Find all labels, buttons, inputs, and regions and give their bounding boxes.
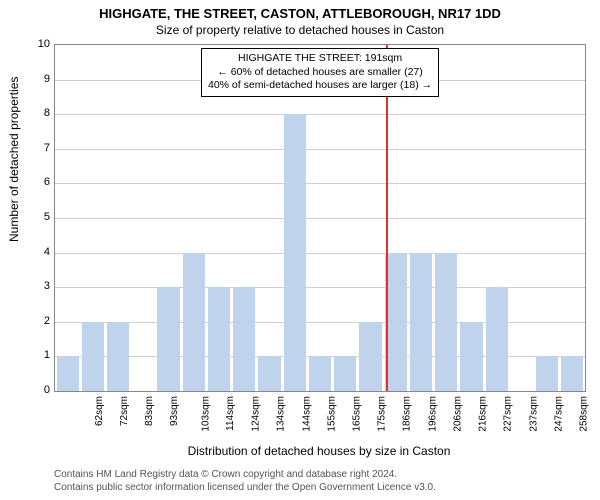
xtick-label: 72sqm	[119, 396, 130, 426]
annotation-line: ← 60% of detached houses are smaller (27…	[208, 66, 432, 80]
chart-container: HIGHGATE, THE STREET, CASTON, ATTLEBOROU…	[0, 0, 600, 500]
xtick-label: 144sqm	[301, 396, 312, 432]
chart-title-main: HIGHGATE, THE STREET, CASTON, ATTLEBOROU…	[0, 0, 600, 21]
xtick-label: 134sqm	[276, 396, 287, 432]
bar	[486, 287, 508, 391]
xtick-label: 206sqm	[453, 396, 464, 432]
xtick-label: 247sqm	[553, 396, 564, 432]
bar	[284, 114, 306, 391]
bar	[460, 322, 482, 391]
xtick-label: 155sqm	[326, 396, 337, 432]
gridline	[55, 183, 585, 184]
ytick-label: 9	[20, 73, 50, 85]
annotation-line: 40% of semi-detached houses are larger (…	[208, 79, 432, 93]
footer-attribution: Contains HM Land Registry data © Crown c…	[54, 468, 436, 494]
xtick-label: 83sqm	[144, 396, 155, 426]
xtick-label: 103sqm	[200, 396, 211, 432]
y-axis-label: Number of detached properties	[7, 222, 21, 242]
ytick-label: 6	[20, 176, 50, 188]
footer-line-1: Contains HM Land Registry data © Crown c…	[54, 468, 436, 481]
footer-line-2: Contains public sector information licen…	[54, 481, 436, 494]
bar	[258, 356, 280, 391]
ytick-label: 2	[20, 315, 50, 327]
bar	[107, 322, 129, 391]
x-axis-label: Distribution of detached houses by size …	[54, 444, 584, 458]
xtick-label: 62sqm	[94, 396, 105, 426]
bar	[157, 287, 179, 391]
xtick-label: 124sqm	[251, 396, 262, 432]
gridline	[55, 114, 585, 115]
ytick-label: 0	[20, 384, 50, 396]
gridline	[55, 149, 585, 150]
xtick-label: 196sqm	[427, 396, 438, 432]
bar	[82, 322, 104, 391]
chart-title-sub: Size of property relative to detached ho…	[0, 21, 600, 37]
ytick-label: 4	[20, 246, 50, 258]
xtick-label: 258sqm	[579, 396, 590, 432]
xtick-label: 216sqm	[478, 396, 489, 432]
bar	[435, 253, 457, 391]
ytick-label: 10	[20, 38, 50, 50]
bar	[334, 356, 356, 391]
bar	[385, 253, 407, 391]
bar	[57, 356, 79, 391]
bar	[233, 287, 255, 391]
bar	[309, 356, 331, 391]
ytick-label: 5	[20, 211, 50, 223]
annotation-line: HIGHGATE THE STREET: 191sqm	[208, 52, 432, 66]
xtick-label: 227sqm	[503, 396, 514, 432]
bar	[208, 287, 230, 391]
ytick-label: 1	[20, 349, 50, 361]
ytick-label: 8	[20, 107, 50, 119]
xtick-label: 165sqm	[352, 396, 363, 432]
xtick-label: 186sqm	[402, 396, 413, 432]
xtick-label: 237sqm	[528, 396, 539, 432]
bar	[183, 253, 205, 391]
xtick-label: 93sqm	[169, 396, 180, 426]
gridline	[55, 253, 585, 254]
xtick-label: 175sqm	[377, 396, 388, 432]
xtick-label: 114sqm	[225, 396, 236, 431]
bar	[536, 356, 558, 391]
annotation-box: HIGHGATE THE STREET: 191sqm← 60% of deta…	[201, 48, 439, 97]
bar	[359, 322, 381, 391]
plot-area: HIGHGATE THE STREET: 191sqm← 60% of deta…	[54, 44, 586, 392]
ytick-label: 3	[20, 280, 50, 292]
bar	[561, 356, 583, 391]
ytick-label: 7	[20, 142, 50, 154]
bar	[410, 253, 432, 391]
gridline	[55, 218, 585, 219]
